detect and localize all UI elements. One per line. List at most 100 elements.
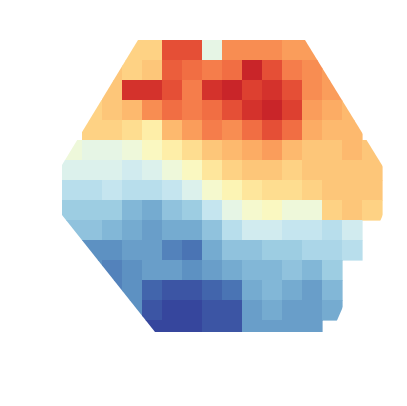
cell [122,160,143,181]
cell [102,160,123,181]
cell [102,60,123,81]
cell [102,240,123,261]
cell [102,120,123,141]
cell [162,160,183,181]
cell [122,220,143,241]
cell [362,180,383,201]
cell [82,180,103,201]
cell [142,40,163,61]
cell [162,80,183,101]
cell [282,160,303,181]
cell [322,300,343,321]
cell [342,180,363,201]
cell [222,100,243,121]
cell [142,280,163,301]
cell [242,240,263,261]
cell [282,140,303,161]
cell [322,180,343,201]
cell [82,240,103,261]
cell [122,80,143,101]
cell [262,180,283,201]
cell [182,220,203,241]
cell [222,320,243,341]
cell [342,240,363,261]
cell [222,180,243,201]
cell [162,320,183,341]
cell [302,240,323,261]
chart [0,0,407,406]
cell [182,280,203,301]
cell [282,240,303,261]
cell [182,140,203,161]
cell [262,80,283,101]
cell [122,120,143,141]
cell [142,320,163,341]
cell [142,200,163,221]
cell [342,220,363,241]
cell [162,100,183,121]
cell [362,160,383,181]
cell [182,300,203,321]
cell [162,240,183,261]
cell [282,280,303,301]
cell [322,240,343,261]
cell [322,80,343,101]
cell [242,160,263,181]
cell [82,200,103,221]
cell [122,180,143,201]
cell [342,120,363,141]
cell [282,100,303,121]
cell [162,300,183,321]
cell [302,320,323,341]
cell [142,60,163,81]
cell [162,180,183,201]
cell [302,300,323,321]
cell [302,100,323,121]
cell [162,260,183,281]
cell [162,120,183,141]
cell [322,100,343,121]
cell [142,260,163,281]
cell [282,120,303,141]
cell [262,200,283,221]
cell [202,260,223,281]
cell [82,140,103,161]
cell [182,240,203,261]
cell [142,180,163,201]
cell [242,180,263,201]
cell [62,160,83,181]
cell [302,60,323,81]
cell [162,220,183,241]
cell [202,100,223,121]
cell [82,220,103,241]
cell [242,140,263,161]
cell [182,260,203,281]
cell [102,180,123,201]
cell [282,40,303,61]
cell [362,200,383,221]
cell [302,140,323,161]
cell [242,300,263,321]
cell [122,40,143,61]
cell [82,260,103,281]
cell [142,120,163,141]
cell [342,200,363,221]
cell [62,140,83,161]
cell [182,180,203,201]
cell [322,220,343,241]
cell [242,200,263,221]
cell [202,80,223,101]
cell [302,160,323,181]
cell [222,160,243,181]
cell [242,80,263,101]
cell [282,60,303,81]
cell [262,280,283,301]
cell [322,260,343,281]
cell [102,260,123,281]
cell [182,120,203,141]
cell [62,180,83,201]
cell [222,200,243,221]
cell [282,260,303,281]
cell [282,300,303,321]
cell [142,300,163,321]
